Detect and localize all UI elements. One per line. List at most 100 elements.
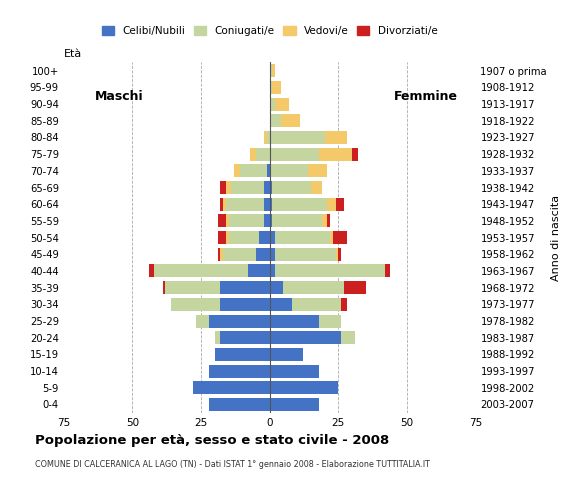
Bar: [218, 231, 226, 244]
Bar: [270, 331, 341, 344]
Bar: [209, 314, 270, 327]
Bar: [270, 164, 308, 178]
Y-axis label: Anno di nascita: Anno di nascita: [551, 194, 561, 281]
Bar: [149, 264, 154, 277]
Bar: [327, 198, 336, 211]
Bar: [311, 181, 322, 194]
Bar: [264, 198, 270, 211]
Bar: [270, 298, 292, 311]
Bar: [226, 215, 229, 228]
Bar: [270, 198, 273, 211]
Bar: [259, 231, 270, 244]
Bar: [220, 198, 223, 211]
Bar: [229, 215, 264, 228]
Bar: [308, 164, 327, 178]
Bar: [341, 298, 347, 311]
Bar: [267, 131, 270, 144]
Bar: [270, 231, 275, 244]
Bar: [264, 215, 270, 228]
Bar: [344, 281, 366, 294]
Bar: [270, 381, 338, 394]
Bar: [319, 148, 352, 161]
Bar: [256, 148, 270, 161]
Bar: [195, 314, 209, 327]
Bar: [275, 97, 289, 110]
Bar: [220, 331, 270, 344]
Bar: [292, 298, 341, 311]
Bar: [248, 264, 270, 277]
Bar: [270, 114, 281, 127]
Bar: [231, 181, 264, 194]
Bar: [215, 348, 270, 361]
Legend: Celibi/Nubili, Coniugati/e, Vedovi/e, Divorziati/e: Celibi/Nubili, Coniugati/e, Vedovi/e, Di…: [97, 22, 442, 40]
Bar: [338, 248, 341, 261]
Bar: [281, 114, 300, 127]
Bar: [270, 281, 284, 294]
Bar: [226, 181, 231, 194]
Bar: [275, 248, 336, 261]
Bar: [273, 64, 275, 77]
Bar: [256, 248, 270, 261]
Bar: [218, 248, 220, 261]
Bar: [162, 281, 165, 294]
Bar: [336, 248, 338, 261]
Bar: [270, 264, 275, 277]
Bar: [223, 248, 256, 261]
Bar: [327, 215, 330, 228]
Bar: [270, 64, 273, 77]
Bar: [333, 231, 347, 244]
Bar: [319, 314, 341, 327]
Bar: [273, 81, 281, 94]
Bar: [209, 398, 270, 411]
Bar: [330, 231, 333, 244]
Bar: [270, 365, 319, 378]
Bar: [193, 381, 270, 394]
Bar: [218, 215, 226, 228]
Bar: [165, 281, 220, 294]
Bar: [226, 231, 229, 244]
Bar: [270, 248, 275, 261]
Bar: [223, 198, 226, 211]
Bar: [220, 181, 226, 194]
Bar: [270, 215, 273, 228]
Text: Maschi: Maschi: [95, 90, 143, 103]
Bar: [270, 314, 319, 327]
Bar: [336, 198, 344, 211]
Bar: [209, 365, 270, 378]
Text: Popolazione per età, sesso e stato civile - 2008: Popolazione per età, sesso e stato civil…: [35, 434, 389, 447]
Bar: [273, 181, 311, 194]
Bar: [270, 97, 275, 110]
Bar: [284, 281, 344, 294]
Bar: [267, 164, 270, 178]
Bar: [275, 231, 330, 244]
Bar: [220, 298, 270, 311]
Bar: [171, 298, 220, 311]
Text: COMUNE DI CALCERANICA AL LAGO (TN) - Dati ISTAT 1° gennaio 2008 - Elaborazione T: COMUNE DI CALCERANICA AL LAGO (TN) - Dat…: [35, 460, 430, 469]
Bar: [270, 348, 303, 361]
Text: Femmine: Femmine: [394, 90, 458, 103]
Bar: [270, 148, 319, 161]
Bar: [270, 81, 273, 94]
Bar: [251, 148, 256, 161]
Bar: [234, 164, 240, 178]
Bar: [275, 264, 385, 277]
Bar: [240, 164, 267, 178]
Bar: [325, 131, 347, 144]
Bar: [154, 264, 248, 277]
Bar: [341, 331, 355, 344]
Text: Età: Età: [64, 49, 82, 59]
Bar: [215, 331, 220, 344]
Bar: [273, 198, 327, 211]
Bar: [270, 181, 273, 194]
Bar: [264, 181, 270, 194]
Bar: [220, 248, 223, 261]
Bar: [352, 148, 357, 161]
Bar: [220, 281, 270, 294]
Bar: [270, 131, 325, 144]
Bar: [229, 231, 259, 244]
Bar: [264, 131, 267, 144]
Bar: [385, 264, 390, 277]
Bar: [322, 215, 327, 228]
Bar: [226, 198, 264, 211]
Bar: [270, 398, 319, 411]
